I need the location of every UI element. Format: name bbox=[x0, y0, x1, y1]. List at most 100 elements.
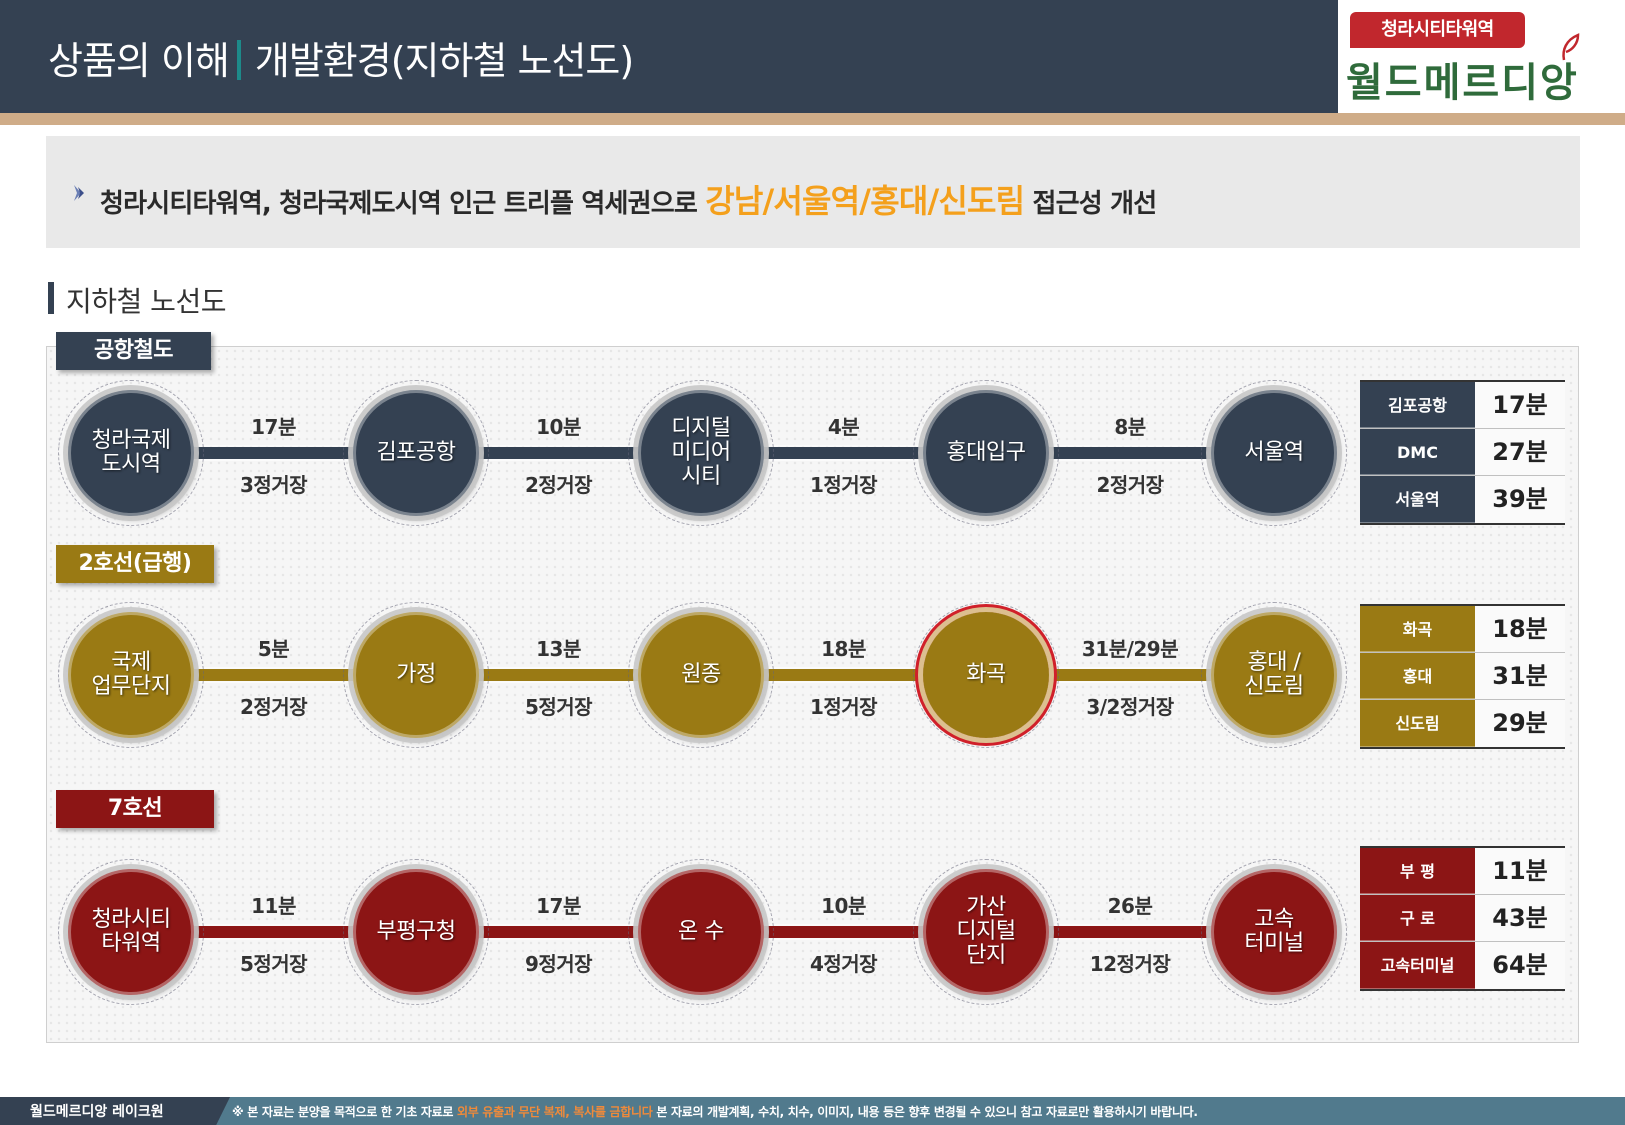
station-name: 홍대 / 신도림 bbox=[1244, 649, 1304, 699]
track-segment bbox=[1049, 926, 1211, 938]
station-name: 홍대입구 bbox=[946, 439, 1026, 465]
track-segment bbox=[1049, 447, 1211, 459]
station-node[interactable]: 홍대 / 신도림 bbox=[1201, 602, 1347, 748]
table-time: 18분 bbox=[1475, 606, 1565, 652]
station-ring bbox=[913, 602, 1059, 748]
segment-time: 10분 bbox=[821, 894, 866, 918]
track-segment bbox=[194, 447, 353, 459]
station-name: 원종 bbox=[681, 661, 721, 687]
segment-time: 10분 bbox=[536, 415, 581, 439]
line-tag: 2호선(급행) bbox=[56, 545, 214, 583]
track-segment bbox=[764, 669, 923, 681]
station-node[interactable]: 원종 bbox=[628, 602, 774, 748]
station-node[interactable]: 디지털 미디어 시티 bbox=[628, 380, 774, 526]
header-accent-bar bbox=[0, 113, 1625, 125]
track-segment bbox=[1049, 669, 1211, 681]
track-segment bbox=[194, 669, 353, 681]
table-destination: 부 평 bbox=[1360, 848, 1475, 894]
title-sub: 개발환경(지하철 노선도) bbox=[254, 39, 634, 83]
table-destination: DMC bbox=[1360, 429, 1475, 475]
brand-name: 월드메르디앙 bbox=[1346, 60, 1579, 106]
station-ring bbox=[1201, 602, 1347, 748]
track-segment bbox=[479, 926, 638, 938]
station-name: 온 수 bbox=[678, 918, 724, 944]
segment-stops: 3/2정거장 bbox=[1086, 695, 1174, 719]
footer-note-warning: 외부 유출과 무단 복제, 복사를 금합니다 bbox=[456, 1105, 653, 1119]
table-destination: 고속터미널 bbox=[1360, 942, 1475, 989]
segment-stops: 5정거장 bbox=[239, 952, 308, 976]
table-time: 39분 bbox=[1475, 476, 1565, 523]
track-segment bbox=[479, 447, 638, 459]
footer-note-before: ※ 본 자료는 분양을 목적으로 한 기초 자료로 bbox=[232, 1105, 457, 1119]
station-node[interactable]: 홍대입구 bbox=[913, 380, 1059, 526]
footer-brand: 월드메르디앙 레이크원 bbox=[30, 1104, 164, 1120]
station-node[interactable]: 김포공항 bbox=[343, 380, 489, 526]
station-name: 청라시티 타워역 bbox=[91, 906, 171, 956]
station-ring bbox=[913, 859, 1059, 1005]
station-node[interactable]: 청라시티 타워역 bbox=[58, 859, 204, 1005]
station-name: 부평구청 bbox=[376, 918, 456, 944]
table-time: 43분 bbox=[1475, 895, 1565, 941]
table-destination: 신도림 bbox=[1360, 700, 1475, 747]
station-ring bbox=[1201, 380, 1347, 526]
table-time: 31분 bbox=[1475, 653, 1565, 699]
table-destination: 김포공항 bbox=[1360, 382, 1475, 428]
station-ring bbox=[58, 380, 204, 526]
station-node[interactable]: 가정 bbox=[343, 602, 489, 748]
station-name: 가정 bbox=[396, 661, 436, 687]
segment-stops: 2정거장 bbox=[239, 695, 308, 719]
brand-tag: 청라시티타워역 bbox=[1350, 12, 1525, 48]
footer-bar bbox=[0, 1097, 1625, 1125]
segment-stops: 2정거장 bbox=[1096, 473, 1164, 497]
station-ring bbox=[343, 602, 489, 748]
table-row: DMC 27분 bbox=[1360, 429, 1565, 476]
table-destination: 화곡 bbox=[1360, 606, 1475, 652]
station-ring bbox=[628, 380, 774, 526]
segment-stops: 4정거장 bbox=[809, 952, 878, 976]
table-row: 신도림 29분 bbox=[1360, 700, 1565, 747]
line-tag: 공항철도 bbox=[56, 332, 211, 370]
station-node[interactable]: 온 수 bbox=[628, 859, 774, 1005]
table-destination: 구 로 bbox=[1360, 895, 1475, 941]
station-ring bbox=[628, 859, 774, 1005]
table-destination: 서울역 bbox=[1360, 476, 1475, 523]
table-time: 64분 bbox=[1475, 942, 1565, 989]
header-bar bbox=[0, 0, 1338, 113]
segment-stops: 1정거장 bbox=[809, 695, 878, 719]
station-node[interactable]: 국제 업무단지 bbox=[58, 602, 204, 748]
station-ring bbox=[1201, 859, 1347, 1005]
station-ring bbox=[343, 380, 489, 526]
travel-time-table: 부 평 11분 구 로 43분 고속터미널 64분 bbox=[1360, 846, 1565, 991]
table-row: 서울역 39분 bbox=[1360, 476, 1565, 523]
diamond-bullet-icon bbox=[74, 185, 84, 201]
station-node[interactable]: 화곡 bbox=[913, 602, 1059, 748]
summary-highlight: 강남/서울역/홍대/신도림 bbox=[705, 182, 1025, 220]
summary-text-before: 청라시티타워역, 청라국제도시역 인근 트리플 역세권으로 bbox=[100, 189, 706, 219]
travel-time-table: 김포공항 17분 DMC 27분 서울역 39분 bbox=[1360, 380, 1565, 525]
table-row: 화곡 18분 bbox=[1360, 606, 1565, 653]
station-name: 서울역 bbox=[1244, 439, 1304, 465]
summary-text: 청라시티타워역, 청라국제도시역 인근 트리플 역세권으로 강남/서울역/홍대/… bbox=[100, 176, 1157, 222]
segment-time: 5분 bbox=[257, 637, 290, 661]
segment-time: 18분 bbox=[821, 637, 866, 661]
table-row: 부 평 11분 bbox=[1360, 848, 1565, 895]
table-time: 29분 bbox=[1475, 700, 1565, 747]
table-row: 김포공항 17분 bbox=[1360, 382, 1565, 429]
station-node[interactable]: 서울역 bbox=[1201, 380, 1347, 526]
station-node[interactable]: 고속 터미널 bbox=[1201, 859, 1347, 1005]
station-node[interactable]: 가산 디지털 단지 bbox=[913, 859, 1059, 1005]
station-node[interactable]: 청라국제 도시역 bbox=[58, 380, 204, 526]
section-title: 지하철 노선도 bbox=[66, 285, 226, 318]
segment-time: 31분/29분 bbox=[1081, 637, 1179, 661]
travel-time-table: 화곡 18분 홍대 31분 신도림 29분 bbox=[1360, 604, 1565, 749]
table-row: 고속터미널 64분 bbox=[1360, 942, 1565, 989]
segment-time: 17분 bbox=[251, 415, 296, 439]
table-destination: 홍대 bbox=[1360, 653, 1475, 699]
station-ring bbox=[58, 859, 204, 1005]
segment-stops: 2정거장 bbox=[524, 473, 593, 497]
table-time: 27분 bbox=[1475, 429, 1565, 475]
segment-stops: 12정거장 bbox=[1089, 952, 1171, 976]
station-node[interactable]: 부평구청 bbox=[343, 859, 489, 1005]
segment-stops: 9정거장 bbox=[524, 952, 593, 976]
section-marker bbox=[48, 282, 54, 314]
